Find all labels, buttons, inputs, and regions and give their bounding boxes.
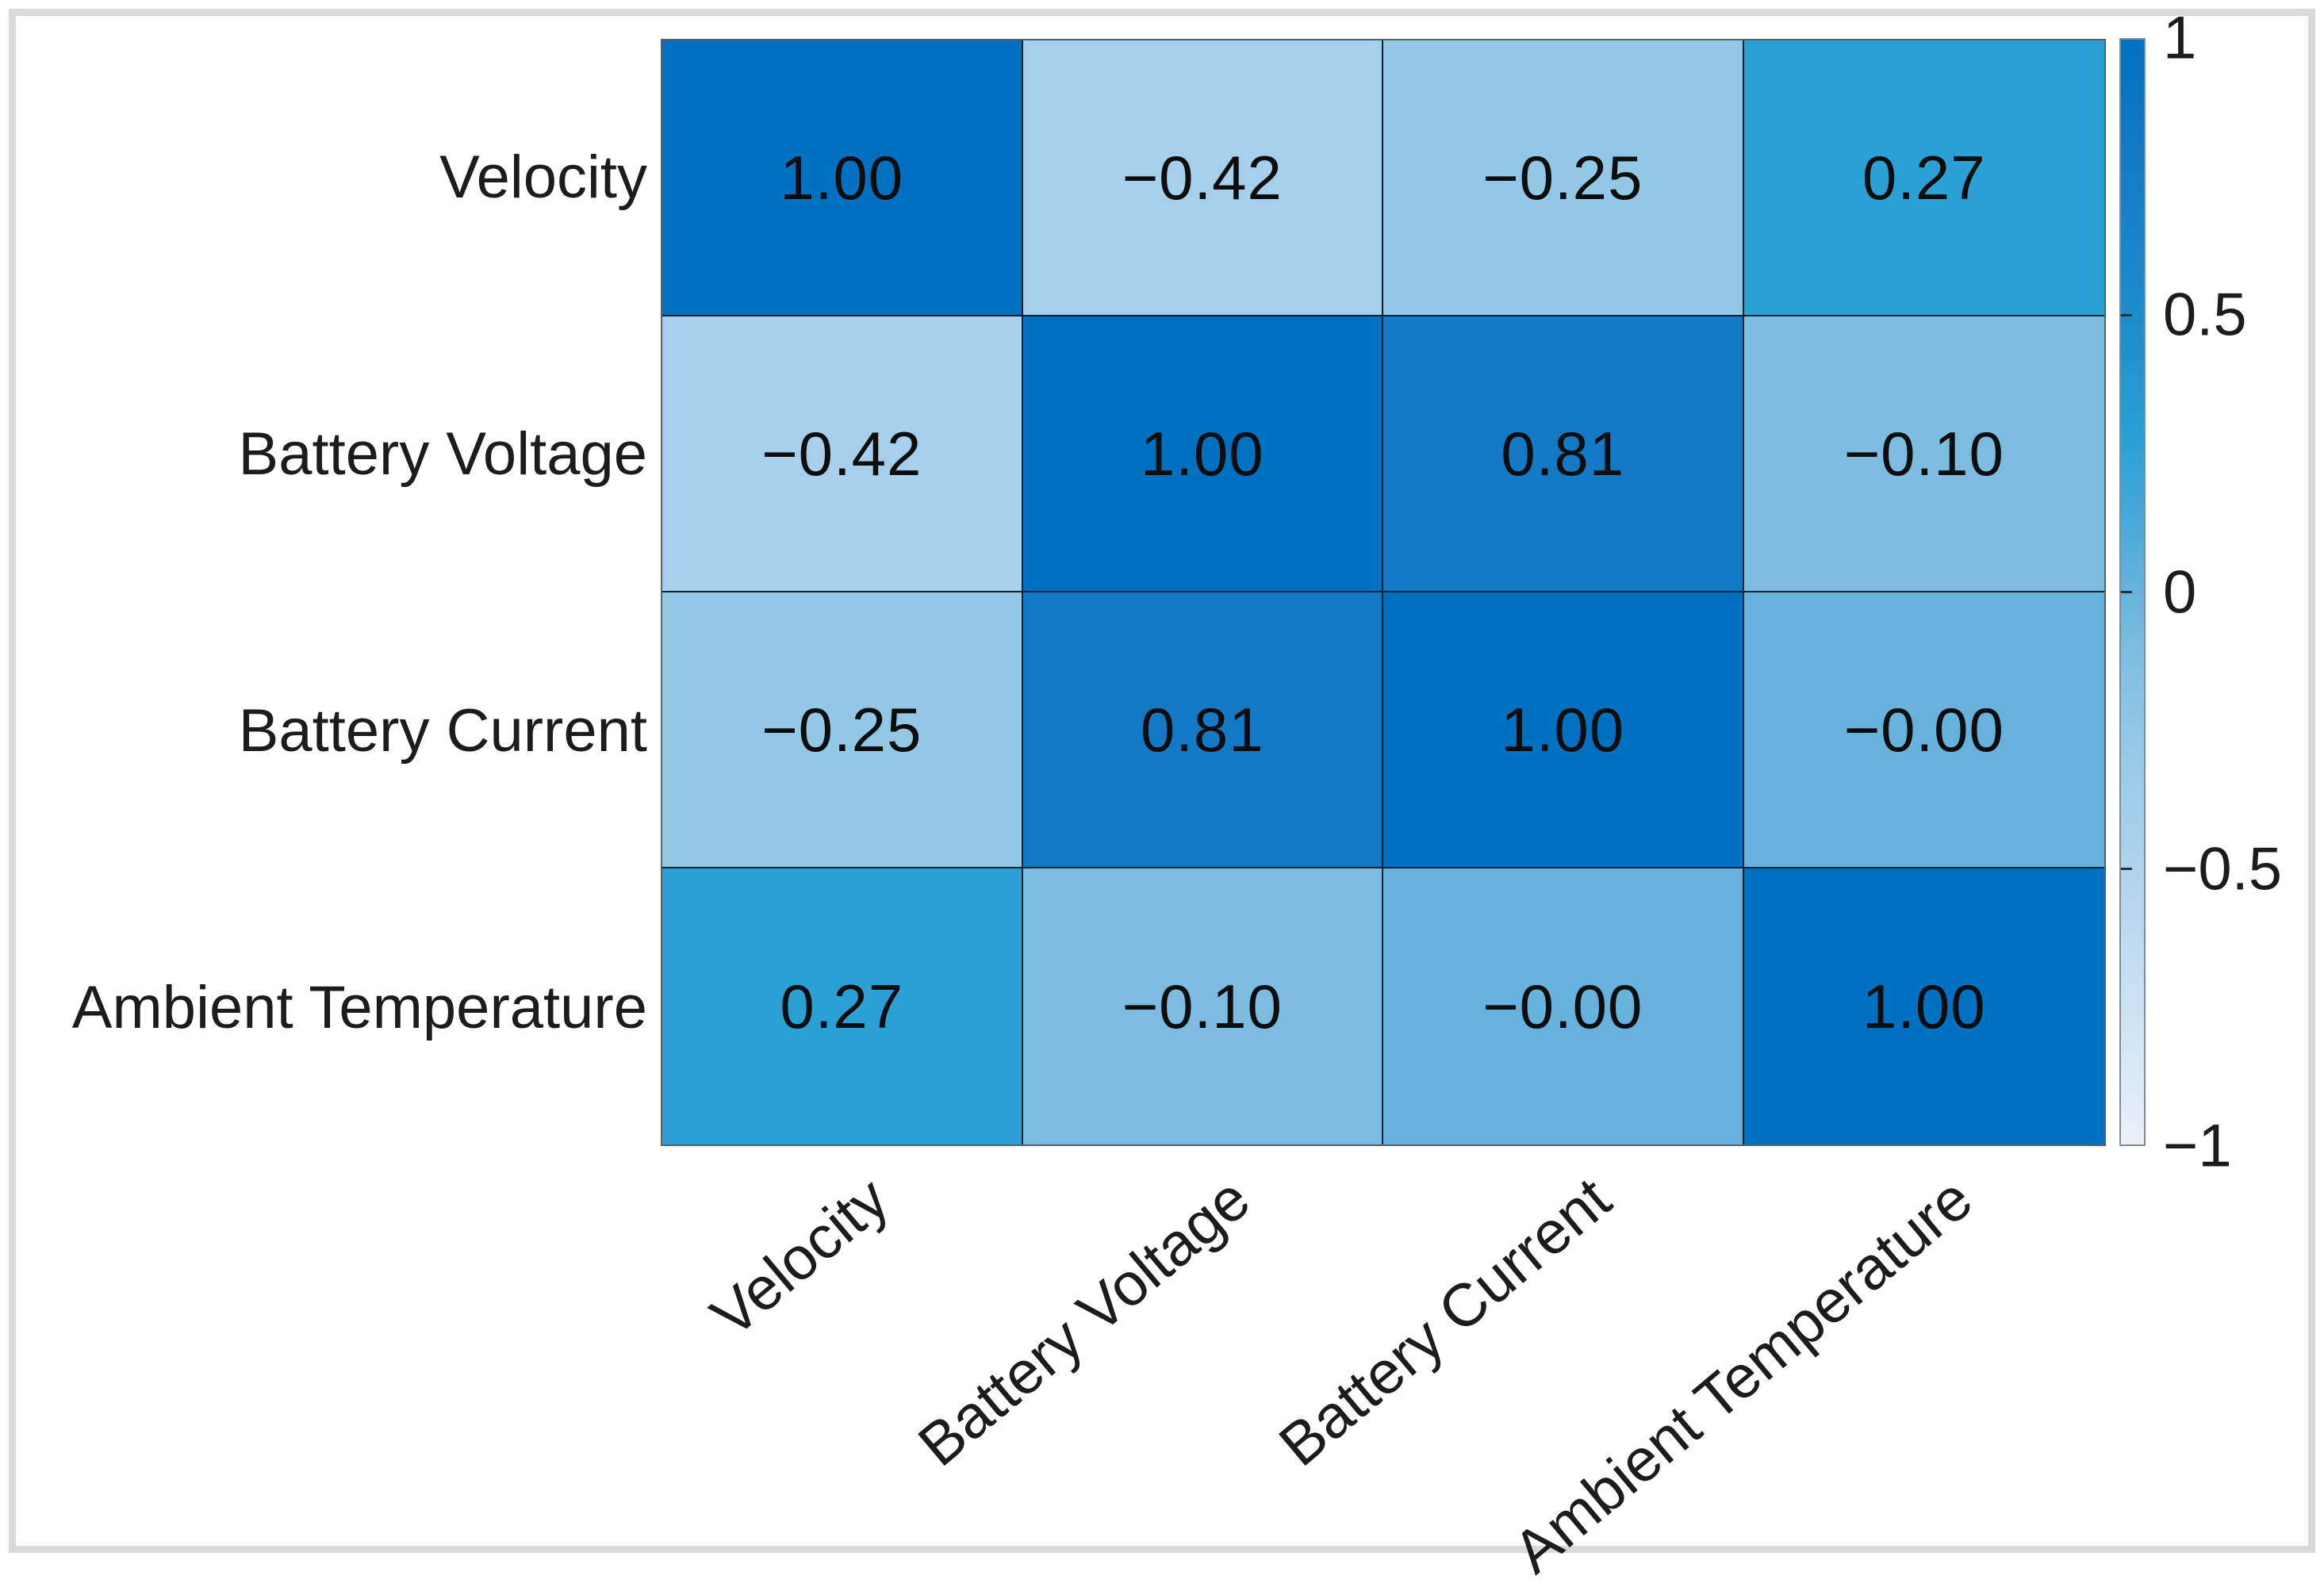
colorbar-tick-mark [2121,868,2132,871]
heatmap-cell: 0.81 [1022,592,1383,868]
x-tick-label: Velocity [698,1164,902,1351]
colorbar-tick-mark [2121,591,2132,593]
x-tick-label: Battery Voltage [906,1164,1263,1480]
cell-value-label: 0.81 [1140,694,1264,765]
cell-value-label: 1.00 [1862,971,1986,1041]
heatmap-cell: 0.27 [1743,40,2104,316]
heatmap-cell: 0.27 [662,868,1023,1144]
heatmap-cell: −0.25 [662,592,1023,868]
heatmap-cell: −0.10 [1743,316,2104,592]
y-axis-tick-labels: Velocity Battery Voltage Battery Current Am… [0,39,647,1146]
y-tick-label: Battery Voltage [238,420,647,488]
cell-value-label: −0.42 [761,418,922,489]
y-tick-label: Battery Current [238,697,647,765]
heatmap-cell: −0.42 [662,316,1023,592]
cell-value-label: −0.00 [1482,971,1643,1041]
cell-value-label: −0.10 [1843,418,2004,489]
cell-value-label: 1.00 [1501,694,1625,765]
cell-value-label: −0.42 [1122,142,1283,213]
cell-value-label: 0.27 [1862,142,1986,213]
cell-value-label: −0.10 [1122,971,1283,1041]
heatmap-cell: −0.00 [1743,592,2104,868]
y-tick-label: Velocity [439,144,647,211]
cell-value-label: 1.00 [780,142,904,213]
colorbar-tick-mark [2121,313,2132,316]
heatmap-cell: 1.00 [662,40,1023,316]
heatmap-cell: 1.00 [1022,316,1383,592]
colorbar-tick-label: 1 [2163,4,2197,72]
cell-value-label: −0.25 [1482,142,1643,213]
heatmap-cell: −0.00 [1383,868,1744,1144]
cell-value-label: −0.00 [1843,694,2004,765]
y-tick-row: Battery Voltage [0,316,647,592]
cell-value-label: 1.00 [1140,418,1264,489]
heatmap-cell: −0.10 [1022,868,1383,1144]
y-tick-row: Battery Current [0,592,647,869]
y-tick-label: Ambient Temperature [71,974,647,1041]
colorbar-tick-label: −1 [2163,1112,2232,1180]
heatmap-cell: −0.25 [1383,40,1744,316]
y-tick-row: Velocity [0,39,647,316]
heatmap-cell: 1.00 [1383,592,1744,868]
colorbar-tick-label: −0.5 [2163,835,2283,903]
cell-value-label: −0.25 [761,694,922,765]
heatmap-cell: 0.81 [1383,316,1744,592]
colorbar-tick-label: 0 [2163,558,2197,626]
heatmap-cell: 1.00 [1743,868,2104,1144]
y-tick-row: Ambient Temperature [0,869,647,1146]
colorbar-tick-label: 0.5 [2163,281,2247,349]
cell-value-label: 0.27 [780,971,904,1041]
x-tick-label: Battery Current [1267,1164,1624,1480]
cell-value-label: 0.81 [1501,418,1625,489]
heatmap-grid: 1.00 −0.42 −0.25 0.27 −0.42 1.00 0.81 −0.10 −0.2… [661,39,2106,1146]
heatmap-cell: −0.42 [1022,40,1383,316]
